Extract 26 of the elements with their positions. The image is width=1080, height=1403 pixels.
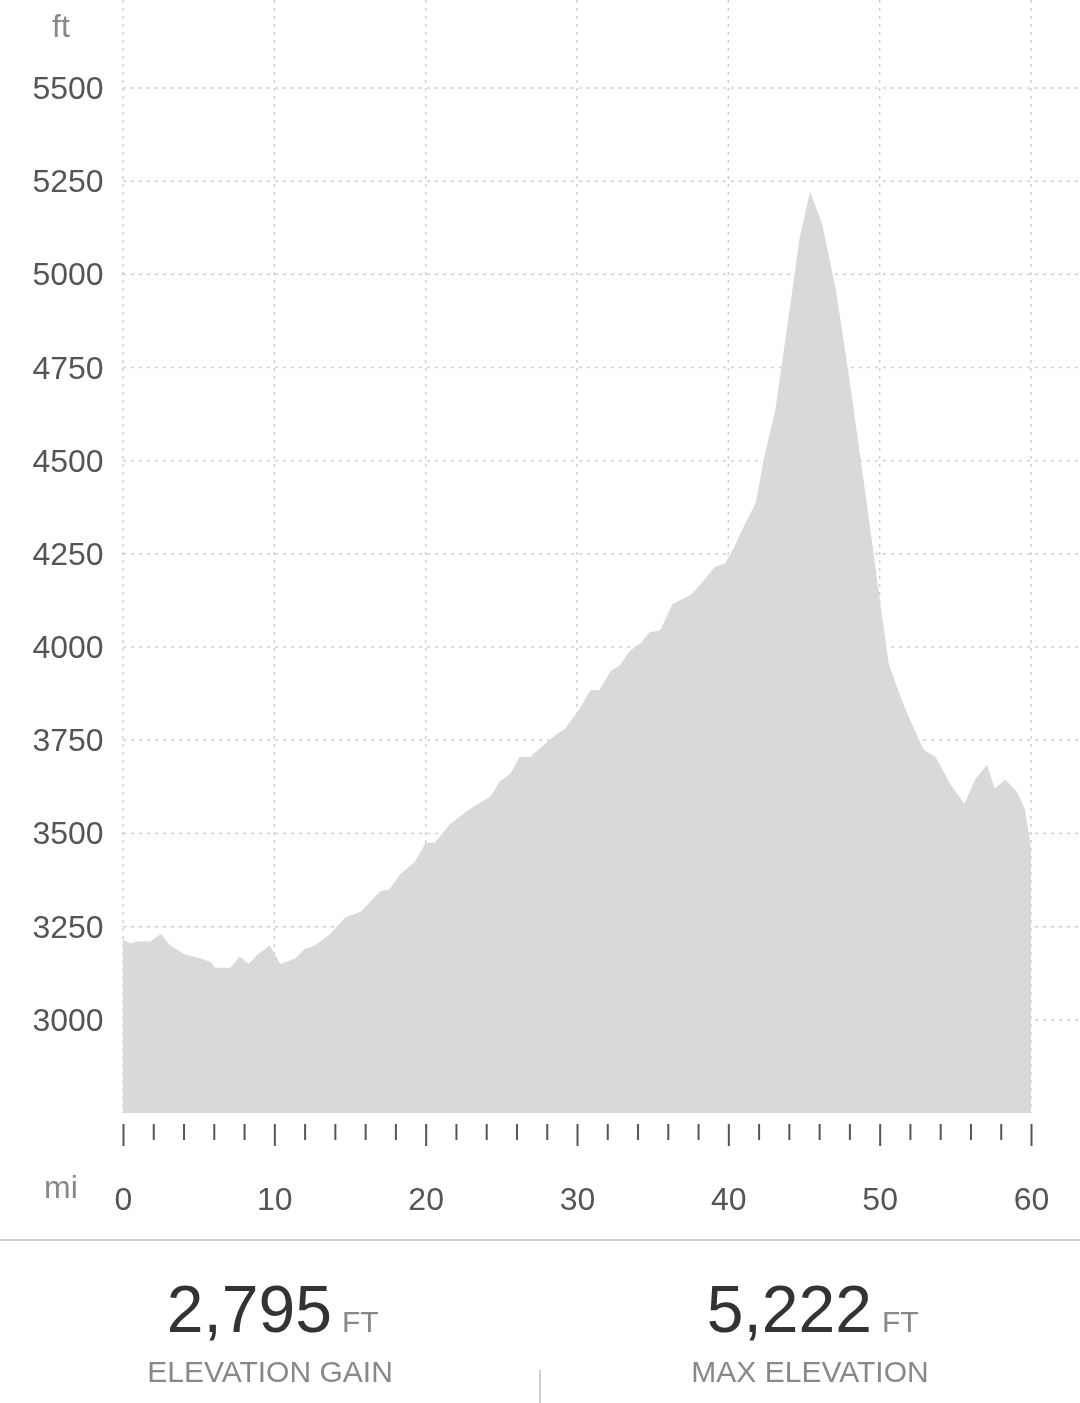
y-tick-label: 4750 — [32, 349, 104, 386]
x-tick-label: 50 — [862, 1180, 898, 1217]
x-axis-title: mi — [44, 1169, 78, 1205]
y-tick-label: 4000 — [32, 629, 104, 666]
y-tick-label: 4250 — [32, 535, 104, 572]
y-tick-label: 5500 — [32, 70, 104, 106]
y-tick-label: 3250 — [32, 908, 104, 945]
text: ELEVATION GAIN — [147, 1355, 393, 1388]
x-tick-label: 20 — [408, 1180, 444, 1217]
text: 5,222 — [706, 1272, 872, 1346]
x-tick-label: 0 — [114, 1180, 133, 1217]
x-tick-label: 60 — [1013, 1180, 1050, 1217]
y-tick-label: 5250 — [32, 163, 104, 200]
text: 2,795 — [166, 1272, 332, 1346]
y-tick-label: 3750 — [32, 722, 104, 759]
y-tick-label: 3000 — [32, 1001, 104, 1038]
x-tick-label: 30 — [559, 1180, 596, 1217]
y-axis-title: ft — [52, 8, 70, 44]
text: FT — [882, 1305, 919, 1338]
x-tick-label: 10 — [257, 1180, 293, 1217]
text: MAX ELEVATION — [691, 1355, 929, 1388]
y-tick-label: 5000 — [32, 256, 104, 293]
x-tick-label: 40 — [711, 1180, 747, 1217]
y-tick-label: 4500 — [32, 442, 104, 479]
text: FT — [342, 1305, 379, 1338]
y-tick-label: 3500 — [32, 815, 104, 852]
